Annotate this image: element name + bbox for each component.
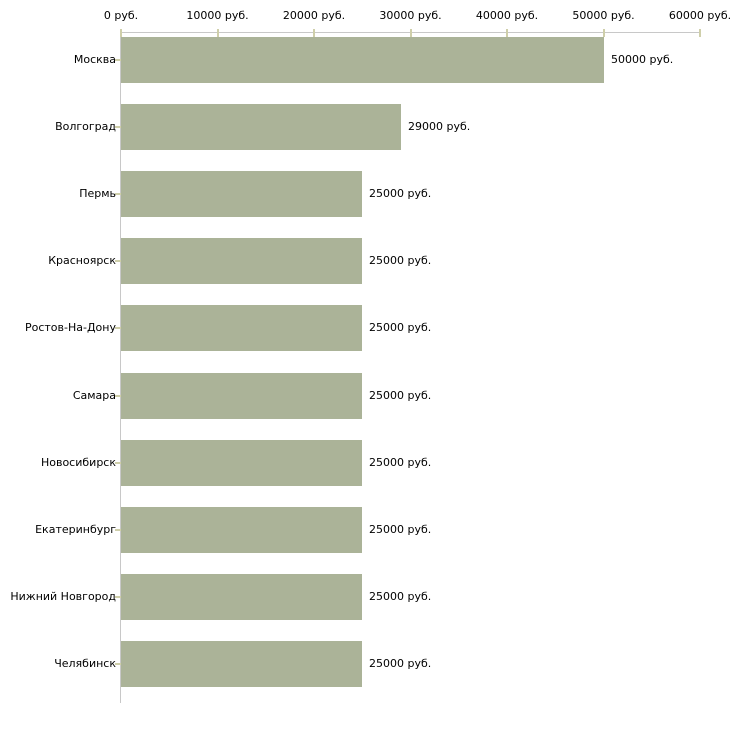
- bar: [121, 103, 401, 150]
- x-tick-label: 0 руб.: [103, 9, 139, 22]
- category-tick-mark: [115, 663, 121, 666]
- category-label: Самара: [72, 388, 116, 402]
- x-tick-label: 40000 руб.: [475, 9, 539, 22]
- bar: [121, 641, 362, 688]
- category-tick-mark: [115, 394, 121, 397]
- category-label: Пермь: [79, 186, 116, 200]
- category-label: Нижний Новгород: [10, 590, 116, 604]
- y-axis-line: [120, 32, 121, 703]
- category-label: Челябинск: [54, 657, 116, 671]
- value-label: 25000 руб.: [369, 455, 432, 469]
- category-tick-mark: [115, 192, 121, 195]
- category-label: Новосибирск: [40, 455, 116, 469]
- x-tick-label: 30000 руб.: [379, 9, 442, 22]
- x-tick-label: 20000 руб.: [282, 9, 346, 22]
- x-tick-mark: [120, 29, 122, 37]
- value-label: 25000 руб.: [369, 254, 432, 268]
- x-tick-mark: [699, 29, 701, 37]
- category-label: Екатеринбург: [35, 522, 116, 536]
- category-tick-mark: [115, 260, 121, 263]
- x-tick-label: 60000 руб.: [668, 9, 730, 22]
- category-tick-mark: [115, 461, 121, 464]
- bar: [121, 574, 362, 621]
- x-tick-mark: [313, 29, 315, 37]
- value-label: 25000 руб.: [369, 388, 432, 402]
- bar: [121, 305, 362, 352]
- x-tick-label: 10000 руб.: [186, 9, 249, 22]
- bar: [121, 439, 362, 486]
- category-tick-mark: [115, 327, 121, 330]
- x-tick-mark: [506, 29, 508, 37]
- value-label: 25000 руб.: [369, 522, 432, 536]
- x-tick-mark: [216, 29, 219, 37]
- x-tick-mark: [602, 29, 605, 37]
- category-label: Волгоград: [55, 119, 116, 133]
- value-label: 29000 руб.: [408, 119, 471, 133]
- x-tick-label: 50000 руб.: [572, 9, 635, 22]
- value-label: 25000 руб.: [369, 321, 432, 335]
- category-label: Ростов-На-Дону: [24, 321, 116, 335]
- value-label: 50000 руб.: [611, 52, 674, 66]
- x-tick-mark: [409, 29, 412, 37]
- value-label: 25000 руб.: [369, 657, 432, 671]
- category-tick-mark: [115, 125, 121, 128]
- category-tick-mark: [115, 528, 121, 531]
- category-tick-mark: [115, 596, 121, 599]
- bar: [121, 170, 362, 217]
- bar: [121, 372, 362, 419]
- category-label: Красноярск: [48, 254, 116, 268]
- bar: [121, 506, 362, 553]
- category-label: Москва: [73, 52, 116, 66]
- bar: [121, 238, 362, 285]
- bar: [121, 36, 604, 83]
- value-label: 25000 руб.: [369, 186, 432, 200]
- value-label: 25000 руб.: [369, 590, 432, 604]
- category-tick-mark: [115, 58, 121, 61]
